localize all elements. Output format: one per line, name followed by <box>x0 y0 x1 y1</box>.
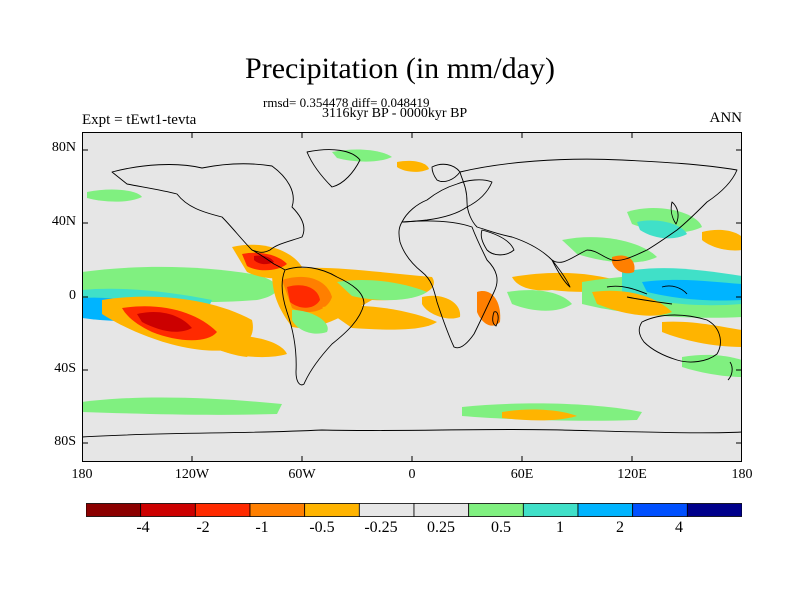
colorbar-label: -2 <box>196 519 210 536</box>
anomaly-green-spac <box>682 354 742 377</box>
anomaly-field <box>82 149 742 421</box>
anomaly-orange-atlantic-south <box>212 335 287 358</box>
lon-tick-60e: 60E <box>510 467 534 482</box>
experiment-label: Expt = tEwt1-tevta <box>82 112 197 128</box>
colorbar-box <box>577 503 634 517</box>
anomaly-orange-philippines <box>612 255 635 274</box>
colorbar-label: 0.5 <box>491 519 511 536</box>
map-ticks <box>82 132 742 462</box>
lon-tick-120w: 120W <box>174 467 210 482</box>
anomaly-teal-japan <box>637 220 687 239</box>
anomaly-red-amazon <box>287 285 320 308</box>
colorbar-box <box>468 503 524 517</box>
colorbar-box <box>358 503 415 517</box>
colorbar-label: 0.25 <box>427 519 455 536</box>
colorbar-box <box>686 503 742 517</box>
colorbar-box <box>140 503 196 517</box>
coastlines <box>82 149 742 438</box>
coast-indonesia <box>606 285 688 305</box>
anomaly-orange-southern <box>502 409 577 421</box>
anomaly-blue-wpac <box>642 279 742 301</box>
lon-tick-180w: 180 <box>71 467 93 482</box>
coast-scandinavia <box>431 163 461 183</box>
colorbar-box <box>194 503 251 517</box>
stats-line: rmsd= 0.354478 diff= 0.048419 <box>263 95 430 110</box>
colorbar-box <box>304 503 360 517</box>
anomaly-green-indian <box>507 290 572 311</box>
anomaly-orange-eafrica <box>477 291 501 326</box>
lat-tick-0: 0 <box>69 288 76 303</box>
coast-india <box>551 259 571 288</box>
coast-japan <box>670 201 679 225</box>
colorbar-label: 1 <box>556 519 564 536</box>
anomaly-green-southern <box>82 397 282 415</box>
anomaly-darkred-carib <box>254 255 274 265</box>
coast-arabia <box>480 229 515 256</box>
lat-tick-80s: 80S <box>54 434 76 449</box>
anomaly-orange-brazil <box>322 305 437 330</box>
plot-title: Precipitation (in mm/day) <box>245 52 555 85</box>
coast-europe <box>401 179 493 223</box>
colorbar-label: -0.5 <box>309 519 335 536</box>
colorbar-box <box>413 503 470 517</box>
colorbar-label: 4 <box>675 519 683 536</box>
colorbar <box>86 503 742 517</box>
lon-tick-60w: 60W <box>288 467 316 482</box>
coast-north-america <box>111 163 305 253</box>
lat-tick-40s: 40S <box>54 361 76 376</box>
anomaly-green-atlantic <box>337 280 427 301</box>
anomaly-orange-maritime <box>592 290 672 316</box>
colorbar-box <box>86 503 142 517</box>
lat-tick-80n: 80N <box>51 140 76 155</box>
colorbar-label: -4 <box>136 519 150 536</box>
coast-australia <box>638 314 721 363</box>
coast-new-zealand <box>727 361 733 381</box>
colorbar-label: -1 <box>255 519 269 536</box>
season-label: ANN <box>709 110 743 126</box>
lon-tick-0: 0 <box>408 467 416 482</box>
colorbar-label: 2 <box>616 519 624 536</box>
colorbar-box <box>249 503 306 517</box>
coast-madagascar <box>492 311 499 327</box>
coast-south-america <box>281 266 365 386</box>
colorbar-box <box>522 503 579 517</box>
anomaly-orange-npac <box>702 229 742 251</box>
anomaly-orange-safrica <box>422 295 461 319</box>
colorbar-box <box>632 503 688 517</box>
coast-central-america <box>251 249 286 271</box>
coast-asia <box>459 158 738 263</box>
coast-africa <box>398 220 498 349</box>
lon-tick-120e: 120E <box>617 467 647 482</box>
coast-antarctica <box>82 428 742 438</box>
lon-tick-180e: 180 <box>731 467 753 482</box>
lat-tick-40n: 40N <box>51 214 76 229</box>
anomaly-orange-spac <box>662 321 742 347</box>
anomaly-darkred-sepac <box>137 311 192 332</box>
anomaly-green-brazil <box>292 310 328 334</box>
period-line: 3116kyr BP - 0000kyr BP <box>322 106 468 121</box>
precipitation-map <box>82 132 742 462</box>
coast-greenland <box>306 149 361 188</box>
colorbar-label: -0.25 <box>364 519 398 536</box>
anomaly-orange-natl <box>397 160 429 172</box>
anomaly-green-arctic <box>332 149 392 162</box>
anomaly-green-npac-high <box>87 189 142 202</box>
